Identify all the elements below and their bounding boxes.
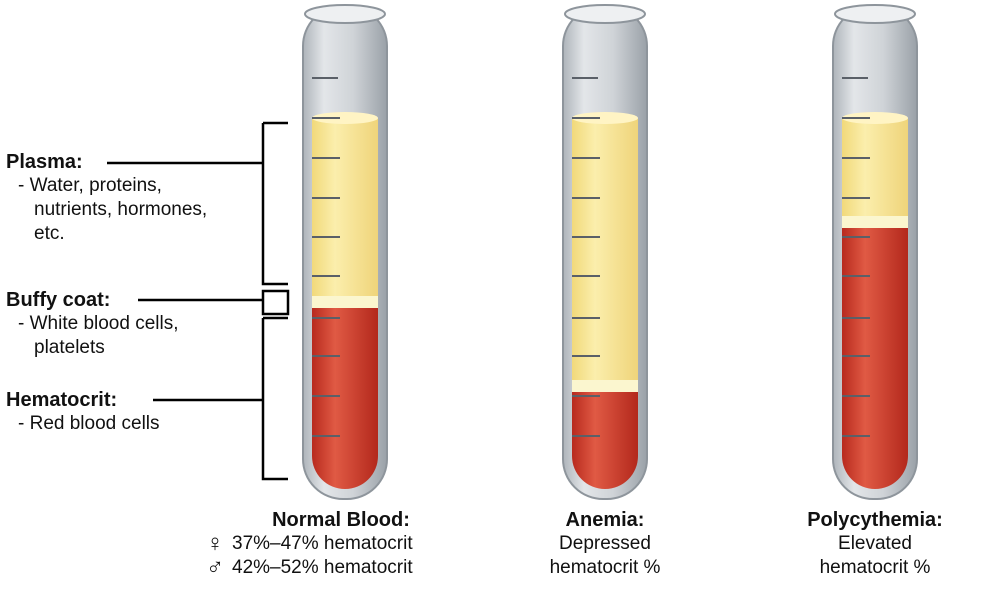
buffy-desc-line-2: platelets [34, 337, 105, 358]
male-range: 42%–52% hematocrit [232, 557, 413, 578]
hematocrit-title: Hematocrit: [6, 389, 118, 411]
plasma-bracket [261, 121, 288, 286]
tube-rim [304, 4, 386, 24]
tube-graduations [312, 77, 340, 437]
tube-graduations [572, 77, 600, 437]
buffy-coat-layer [842, 216, 908, 228]
red-cell-layer [312, 308, 378, 489]
hematocrit-label: Hematocrit: - Red blood cells [6, 388, 160, 436]
caption-anemia-title: Anemia: [565, 509, 645, 531]
female-symbol-icon: ♀ [206, 530, 224, 557]
buffy-bracket [261, 289, 290, 316]
caption-normal-female: ♀ 37%–47% hematocrit [206, 532, 476, 556]
buffy-coat-layer [312, 296, 378, 308]
plasma-label: Plasma: - Water, proteins, nutrients, ho… [6, 150, 207, 246]
buffy-desc-line-1: - White blood cells, [18, 313, 179, 334]
caption-anemia-line-2: hematocrit % [549, 557, 661, 578]
caption-polycythemia-line-2: hematocrit % [819, 557, 931, 578]
label-brackets [107, 121, 290, 481]
tube-polycythemia [832, 4, 918, 500]
hematocrit-bracket [261, 316, 288, 481]
hematocrit-desc-line-1: - Red blood cells [18, 413, 160, 434]
plasma-desc-line-3: etc. [34, 223, 65, 244]
plasma-layer [312, 118, 378, 296]
tube-rim [834, 4, 916, 24]
plasma-title: Plasma: [6, 151, 83, 173]
plasma-surface [842, 112, 908, 124]
caption-anemia: Anemia: Depressed hematocrit % [515, 508, 695, 580]
caption-anemia-line-1: Depressed [559, 533, 651, 554]
tube-normal [302, 4, 388, 500]
red-cell-layer [572, 392, 638, 489]
caption-polycythemia: Polycythemia: Elevated hematocrit % [775, 508, 975, 580]
buffy-title: Buffy coat: [6, 289, 111, 311]
red-cell-layer [842, 228, 908, 489]
female-range: 37%–47% hematocrit [232, 533, 413, 554]
male-symbol-icon: ♂ [206, 554, 224, 581]
caption-normal: Normal Blood: ♀ 37%–47% hematocrit ♂ 42%–5… [206, 508, 476, 580]
plasma-surface [572, 112, 638, 124]
plasma-layer [842, 118, 908, 216]
caption-normal-male: ♂ 42%–52% hematocrit [206, 556, 476, 580]
caption-polycythemia-line-1: Elevated [838, 533, 912, 554]
caption-normal-title: Normal Blood: [272, 509, 410, 531]
buffy-label: Buffy coat: - White blood cells, platele… [6, 288, 179, 360]
plasma-desc-line-2: nutrients, hormones, [34, 199, 208, 220]
tube-graduations [842, 77, 870, 437]
plasma-surface [312, 112, 378, 124]
caption-polycythemia-title: Polycythemia: [807, 509, 943, 531]
buffy-coat-layer [572, 380, 638, 392]
plasma-layer [572, 118, 638, 380]
plasma-desc-line-1: - Water, proteins, [18, 175, 162, 196]
tube-rim [564, 4, 646, 24]
tube-anemia [562, 4, 648, 500]
